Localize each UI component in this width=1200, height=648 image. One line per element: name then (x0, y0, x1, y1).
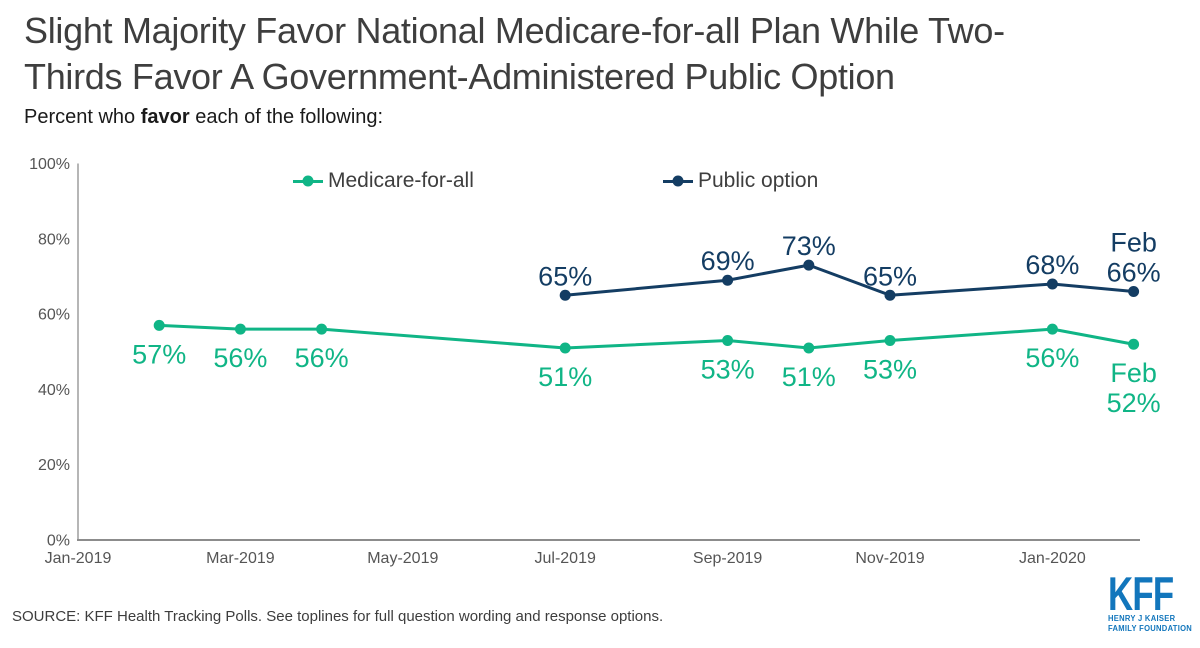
x-tick-label: Jan-2019 (45, 550, 112, 567)
y-tick-label: 80% (38, 231, 70, 248)
y-tick-label: 60% (38, 307, 70, 324)
legend-dot-icon (302, 175, 314, 187)
subtitle-bold-favor: favor (140, 106, 190, 128)
data-point (803, 342, 815, 354)
data-point (1046, 278, 1058, 290)
data-label: Feb (1110, 358, 1157, 388)
legend-label-public-option: Public option (698, 169, 819, 192)
data-label: 56% (213, 343, 267, 373)
data-label: 65% (863, 261, 917, 291)
data-point (153, 319, 165, 331)
data-point (1128, 286, 1140, 298)
data-point (559, 342, 571, 354)
kff-logo: KFF HENRY J KAISER FAMILY FOUNDATION (1108, 567, 1197, 633)
x-tick-label: Jul-2019 (535, 550, 596, 567)
page-title: Slight Majority Favor National Medicare-… (24, 8, 1005, 100)
chart-subtitle: Percent who favor each of the following: (24, 106, 383, 129)
data-label: 56% (295, 343, 349, 373)
data-label: 51% (782, 362, 836, 392)
data-label: 57% (132, 339, 186, 369)
legend-dot-icon (672, 175, 684, 187)
legend-label-medicare-for-all: Medicare-for-all (328, 169, 474, 192)
data-point (559, 289, 571, 301)
x-tick-label: Mar-2019 (206, 550, 275, 567)
data-point (234, 323, 246, 335)
y-tick-label: 0% (47, 533, 70, 550)
data-label: 69% (701, 246, 755, 276)
x-tick-label: Sep-2019 (693, 550, 762, 567)
data-point (884, 334, 896, 346)
subtitle-suffix: each of the following: (189, 106, 384, 128)
source-note: SOURCE: KFF Health Tracking Polls. See t… (12, 608, 664, 625)
page-title-line1: Slight Majority Favor National Medicare-… (24, 10, 1005, 51)
subtitle-prefix: Percent who (24, 106, 141, 128)
kff-logo-text: KFF (1108, 567, 1174, 620)
y-tick-label: 40% (38, 382, 70, 399)
data-label: 56% (1025, 343, 1079, 373)
legend-line-marker-icon (293, 175, 323, 187)
data-point (1046, 323, 1058, 335)
series-line (563, 263, 1136, 297)
data-label: 53% (863, 354, 917, 384)
legend-item-public-option: Public option (663, 169, 818, 193)
x-tick-label: Jan-2020 (1019, 550, 1086, 567)
data-label: 51% (538, 362, 592, 392)
y-tick-label: 20% (38, 457, 70, 474)
x-tick-label: May-2019 (367, 550, 438, 567)
data-point (722, 274, 734, 286)
data-label: 65% (538, 261, 592, 291)
x-tick-label: Nov-2019 (855, 550, 924, 567)
data-point (722, 334, 734, 346)
page-title-line2: Thirds Favor A Government-Administered P… (24, 56, 895, 97)
data-label: 68% (1025, 250, 1079, 280)
data-label: 53% (701, 354, 755, 384)
data-point (316, 323, 328, 335)
kff-logo-tagline-2: FAMILY FOUNDATION (1108, 623, 1193, 633)
kff-logo-tagline-1: HENRY J KAISER (1108, 614, 1176, 623)
data-label: 52% (1107, 388, 1161, 418)
legend-item-medicare-for-all: Medicare-for-all (293, 169, 474, 193)
data-point (884, 289, 896, 301)
data-label: Feb (1110, 228, 1157, 258)
y-tick-label: 100% (29, 156, 70, 173)
data-point (1128, 338, 1140, 350)
legend-line-marker-icon (663, 175, 693, 187)
data-label: 73% (782, 231, 836, 261)
data-point (803, 259, 815, 271)
data-label: 66% (1107, 258, 1161, 288)
